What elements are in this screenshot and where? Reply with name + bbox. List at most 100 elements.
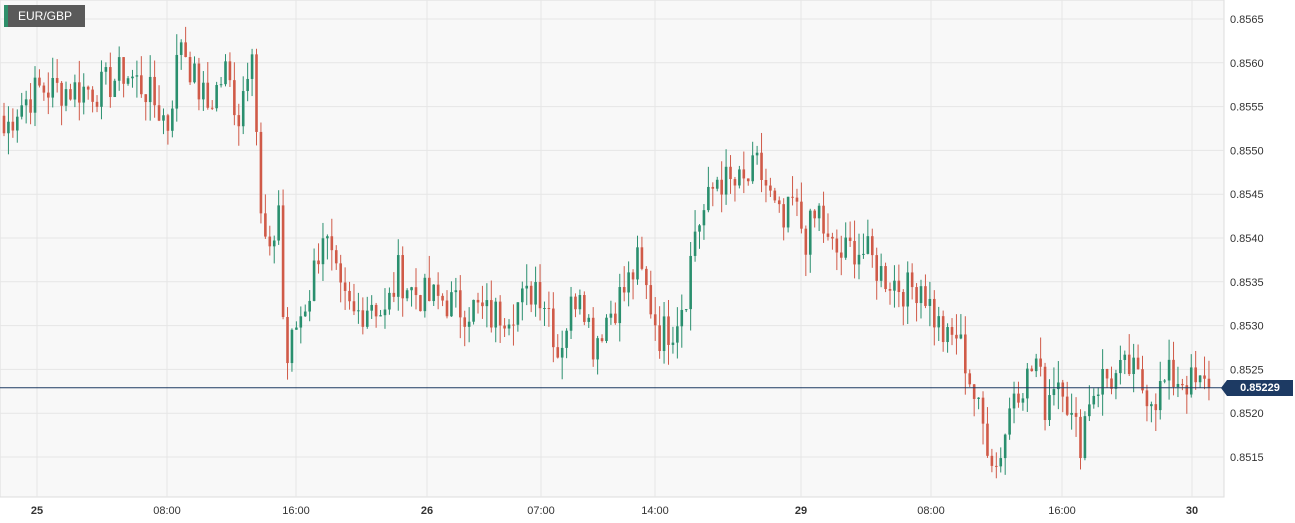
candle — [55, 59, 59, 93]
candle-body — [148, 76, 152, 103]
candle — [822, 191, 825, 243]
candle-body — [782, 204, 785, 228]
candle-body — [547, 308, 551, 310]
candle-body — [317, 260, 320, 265]
candle — [388, 287, 391, 315]
candle — [290, 328, 294, 372]
candle-body — [334, 250, 338, 264]
candle-body — [866, 236, 870, 254]
candle-body — [1194, 367, 1197, 383]
candle — [15, 109, 19, 143]
candle — [521, 281, 524, 321]
candle — [104, 62, 108, 85]
candle — [1203, 356, 1206, 390]
candle — [1034, 353, 1038, 378]
candle-body — [729, 166, 732, 180]
candle — [928, 281, 932, 327]
candle-body — [100, 71, 103, 107]
candle — [47, 72, 50, 115]
candle-body — [1176, 383, 1180, 387]
candle — [144, 94, 148, 121]
candle — [933, 290, 936, 346]
candle — [140, 56, 143, 98]
candle — [800, 182, 803, 234]
candle — [720, 161, 723, 213]
candle — [959, 314, 963, 340]
candle — [1176, 366, 1180, 398]
candle-body — [693, 231, 697, 256]
candle — [1110, 366, 1113, 395]
candle — [423, 273, 427, 318]
candle — [711, 182, 715, 207]
candle-body — [684, 309, 688, 311]
candle-body — [126, 78, 130, 84]
candle-body — [808, 210, 812, 255]
candle — [321, 222, 325, 281]
candle-body — [609, 313, 613, 318]
candle-body — [618, 287, 622, 324]
candle-body — [463, 317, 467, 327]
candle-body — [494, 301, 498, 328]
candle — [640, 236, 644, 271]
candle-body — [472, 299, 475, 322]
candle — [1145, 384, 1149, 422]
x-tick-label: 14:00 — [641, 505, 669, 517]
candle — [281, 189, 285, 320]
candle — [760, 132, 763, 193]
candle-body — [343, 282, 347, 291]
candle — [636, 235, 639, 285]
candle-body — [791, 196, 794, 198]
candle — [1207, 360, 1211, 401]
candle-body — [210, 107, 214, 109]
candle-body — [1105, 368, 1109, 379]
candle-body — [503, 325, 506, 329]
candle-body — [552, 308, 555, 348]
candle-body — [777, 200, 781, 205]
candle — [627, 261, 630, 307]
candle — [724, 149, 728, 205]
candle-body — [1043, 366, 1047, 421]
candle — [910, 263, 914, 300]
candle-body — [330, 236, 334, 251]
candle-body — [795, 197, 799, 202]
candle — [436, 272, 440, 310]
candle-body — [950, 327, 954, 335]
candle-body — [773, 190, 777, 201]
candle — [777, 196, 781, 213]
candle-body — [906, 272, 910, 307]
candle — [1185, 375, 1189, 414]
candle-body — [436, 284, 440, 296]
candle — [791, 176, 794, 206]
candle — [839, 235, 843, 276]
candle — [999, 447, 1003, 473]
candle-body — [1101, 368, 1104, 395]
candle — [1172, 341, 1175, 396]
candle — [1088, 385, 1091, 422]
candle — [2, 102, 6, 137]
candle — [1083, 411, 1087, 461]
candle — [614, 302, 617, 325]
candle-body — [268, 236, 272, 247]
candle-body — [321, 238, 325, 265]
candle — [1141, 355, 1144, 394]
candle — [1189, 354, 1193, 398]
candle — [131, 69, 134, 88]
candle-body — [804, 228, 808, 255]
candle — [78, 60, 81, 121]
candle-body — [69, 89, 72, 100]
candle — [751, 141, 754, 184]
candle — [272, 235, 276, 264]
candle — [215, 81, 218, 112]
candle — [662, 302, 666, 364]
symbol-badge[interactable]: EUR/GBP — [4, 5, 85, 27]
x-tick-label: 16:00 — [1048, 505, 1076, 517]
candle — [162, 108, 165, 135]
candle — [317, 243, 320, 274]
candle-body — [910, 272, 914, 288]
candle-body — [857, 254, 861, 265]
candle-body — [215, 85, 218, 109]
candle-body — [175, 54, 179, 109]
candle-body — [760, 152, 763, 181]
candle — [937, 306, 941, 342]
candle-body — [534, 282, 537, 305]
